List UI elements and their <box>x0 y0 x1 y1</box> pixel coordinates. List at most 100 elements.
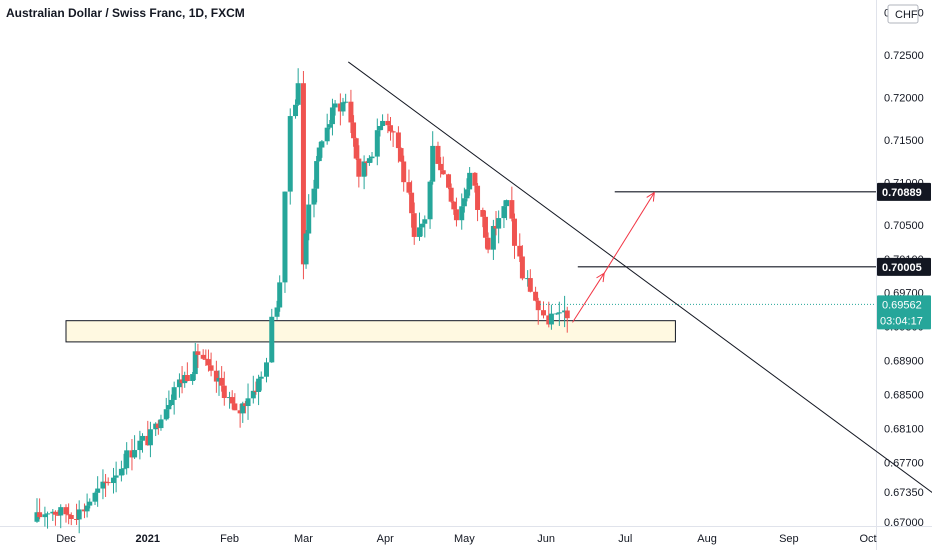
candle-body <box>422 219 428 224</box>
candle-body <box>52 511 58 515</box>
candle <box>213 360 219 393</box>
candle <box>493 211 499 236</box>
candle <box>324 113 330 145</box>
candle-body <box>409 192 415 214</box>
candle <box>554 312 560 315</box>
candle <box>229 390 235 410</box>
candle-body <box>324 127 330 142</box>
candle <box>395 126 401 163</box>
candle-body <box>208 365 214 371</box>
candle <box>351 115 357 147</box>
candle <box>129 438 135 471</box>
candle-body <box>37 512 43 518</box>
candle <box>556 301 562 326</box>
candle-body <box>258 376 264 379</box>
candle <box>472 171 478 193</box>
level-price-label: 0.70889 <box>882 187 922 199</box>
candle <box>84 493 90 518</box>
candle-body <box>411 213 417 237</box>
level-price-badge <box>877 257 931 276</box>
candle <box>269 308 275 363</box>
candle <box>92 491 98 506</box>
candle-body <box>219 377 225 386</box>
time-tick-label: Feb <box>220 533 239 545</box>
candle-body <box>63 507 69 515</box>
candle <box>453 197 459 227</box>
candle <box>517 233 523 263</box>
candle <box>277 275 283 312</box>
candle-body <box>395 132 401 149</box>
candle-body <box>81 509 87 512</box>
candle-body <box>504 200 510 207</box>
candle <box>137 430 143 460</box>
candle <box>274 300 280 320</box>
candle-body <box>103 481 109 483</box>
candle <box>169 394 175 406</box>
candle <box>132 435 138 460</box>
candle <box>155 420 161 435</box>
candle-body <box>303 233 309 265</box>
support-zone-layer <box>65 320 676 343</box>
candle <box>147 421 153 458</box>
candle-body <box>332 103 338 108</box>
time-axis[interactable]: Dec 2021 Feb Mar Apr May Jun Jul Aug Sep Oct <box>56 533 876 545</box>
candle <box>227 391 233 409</box>
candle <box>158 414 164 431</box>
candle <box>105 477 111 486</box>
time-tick-label: Jun <box>537 533 555 545</box>
candle-body <box>519 256 525 279</box>
candle-body <box>369 156 375 159</box>
candle <box>435 141 441 165</box>
candle-body <box>277 282 283 308</box>
candle <box>192 342 198 381</box>
candle-body <box>92 492 98 502</box>
candle-body <box>253 390 259 392</box>
currency-label: CHF <box>895 9 918 21</box>
candle <box>533 286 539 302</box>
candle-body <box>153 423 159 430</box>
candle-body <box>501 206 507 219</box>
candle <box>250 375 256 404</box>
price-tick-label: 0.72500 <box>884 50 924 62</box>
price-tick-label: 0.68500 <box>884 390 924 402</box>
candle-body <box>511 218 517 246</box>
candle-body <box>42 514 48 518</box>
candle <box>411 202 417 245</box>
candle <box>564 306 570 333</box>
candle-body <box>140 435 146 441</box>
candle <box>140 433 146 453</box>
candle <box>390 130 396 147</box>
candle <box>176 373 182 398</box>
candle-body <box>87 501 93 506</box>
candle <box>348 89 354 134</box>
candle-body <box>535 300 541 311</box>
candle-body <box>147 429 153 446</box>
candle <box>240 401 246 423</box>
projection-arrow <box>572 192 655 323</box>
price-axis[interactable]: 0.730000.725000.720000.715000.710000.705… <box>877 4 931 529</box>
candle-body <box>68 515 74 519</box>
candle <box>118 460 124 482</box>
price-tick-label: 0.67350 <box>884 487 924 499</box>
candle-body <box>435 145 441 164</box>
candle <box>319 139 325 158</box>
candle <box>380 114 386 130</box>
candle <box>184 362 190 382</box>
candle-body <box>74 518 80 520</box>
candle <box>145 420 151 446</box>
candle-body <box>482 216 488 238</box>
candle-body <box>269 316 275 363</box>
candle-body <box>377 126 383 131</box>
candle <box>190 371 196 385</box>
candle <box>475 183 481 222</box>
drawings-layer <box>347 61 932 494</box>
candle-body <box>282 191 288 283</box>
candle <box>55 510 61 516</box>
price-tick-label: 0.70500 <box>884 220 924 232</box>
candle-body <box>406 182 412 193</box>
candle <box>314 155 320 203</box>
candle-body <box>314 161 320 189</box>
candle-body <box>240 403 246 414</box>
candle-body <box>295 83 301 105</box>
